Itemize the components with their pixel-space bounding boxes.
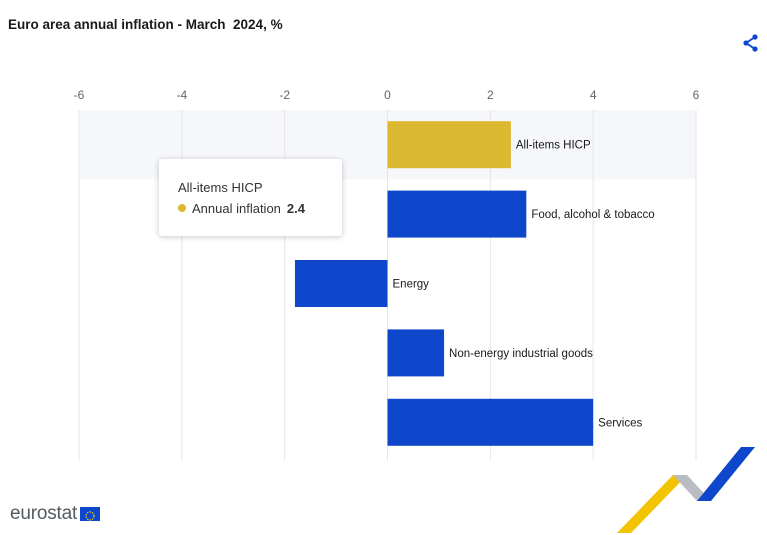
tooltip-series-label: Annual inflation [192,201,281,216]
bar-category-label: All-items HICP [516,140,591,152]
eu-flag-icon [80,507,101,521]
bar-category-label: Non-energy industrial goods [449,348,593,360]
bar-chart: -6 -4 -2 0 2 4 6 All-items HICP Food, alcohol & … [74,88,700,461]
tooltip-value: 2.4 [286,201,305,216]
bar [294,260,388,307]
x-tick-label: 0 [384,88,391,102]
bar [387,190,527,238]
share-icon [743,34,758,52]
bar [387,121,511,169]
x-tick-label: 4 [590,88,597,102]
chart-title: Euro area annual inflation - March 2024,… [8,17,283,32]
x-tick-label: -6 [74,88,85,102]
bar-category-label: Energy [393,279,430,291]
x-tick-label: -4 [176,88,187,102]
tooltip-category: All-items HICP [178,180,263,195]
bar [387,329,445,377]
x-tick-label: -2 [279,88,290,102]
tooltip-row: Annual inflation 2.4 [178,200,342,217]
decorative-ribbon-icon [617,447,755,533]
eurostat-logo: eurostat [10,503,101,525]
x-tick-label: 6 [693,88,700,102]
bar [387,398,594,446]
x-tick-label: 2 [487,88,494,102]
tooltip: All-items HICP Annual inflation 2.4 [159,159,342,236]
bar-category-label: Food, alcohol & tobacco [531,209,654,221]
share-button[interactable] [741,33,761,53]
bar-category-label: Services [598,417,642,429]
logo-text: eurostat [10,503,78,524]
tooltip-series-dot [178,204,186,212]
